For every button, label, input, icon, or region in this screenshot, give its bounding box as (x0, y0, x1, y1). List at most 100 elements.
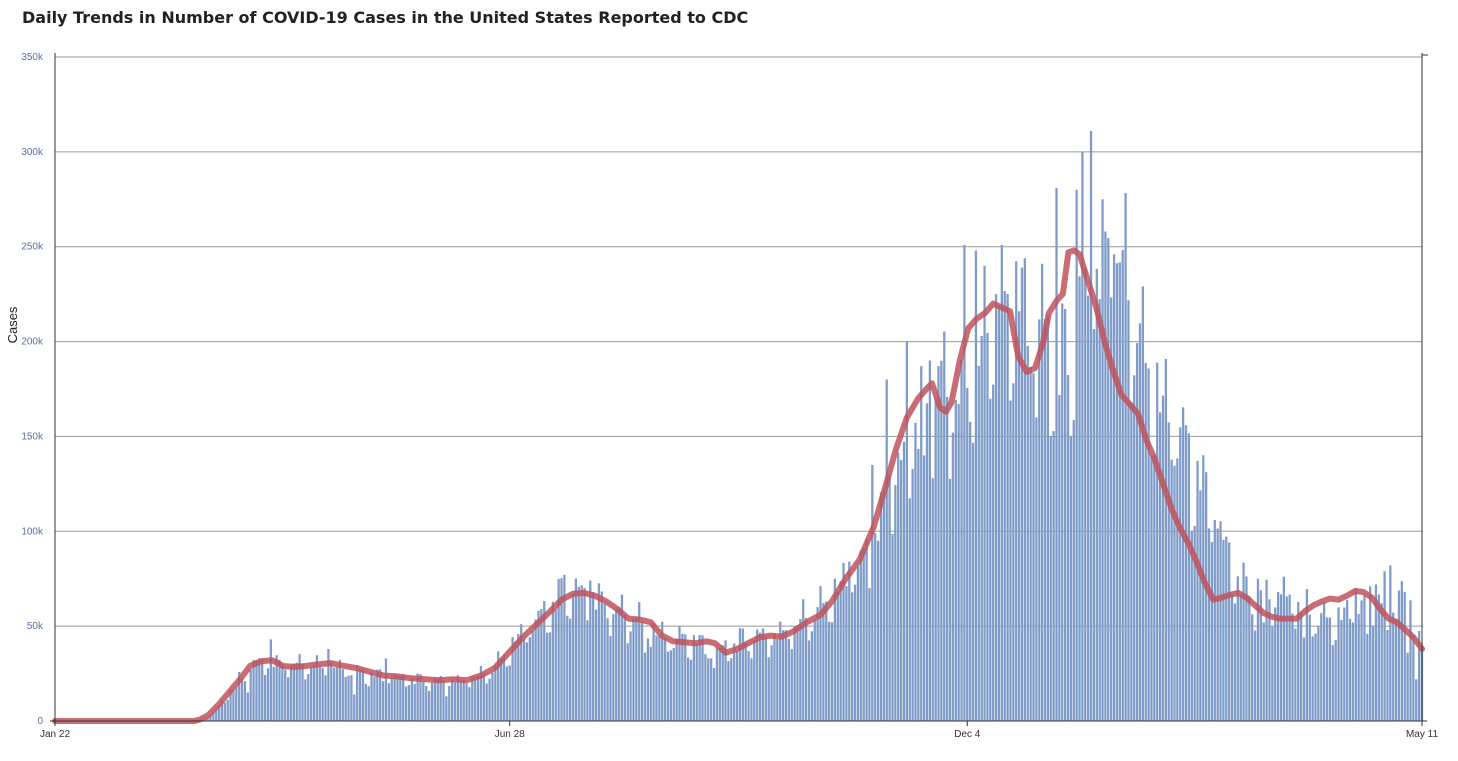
bar (583, 587, 586, 721)
bar (689, 659, 693, 721)
bar (733, 643, 736, 721)
bar (649, 646, 652, 721)
bar (243, 681, 247, 721)
bar (960, 359, 963, 721)
bar (1049, 436, 1052, 721)
bar (1337, 607, 1340, 721)
bar (1371, 625, 1375, 721)
bar (914, 422, 917, 721)
bar (1299, 612, 1303, 721)
chart-title: Daily Trends in Number of COVID-19 Cases… (22, 8, 749, 27)
bar (658, 635, 661, 721)
bar (721, 645, 724, 721)
bar (1107, 238, 1110, 721)
bar (361, 669, 365, 721)
bar (1187, 433, 1191, 721)
bar (240, 679, 244, 721)
bar (1348, 618, 1352, 721)
bar (1294, 628, 1297, 721)
bar (1184, 425, 1188, 721)
axes (50, 53, 1428, 726)
bar (845, 586, 848, 721)
bar (784, 630, 788, 721)
bar (848, 561, 851, 721)
bar (571, 593, 575, 721)
bar (479, 665, 483, 721)
bar (807, 640, 811, 721)
bar (1038, 319, 1041, 721)
bar (295, 662, 298, 721)
bar (525, 642, 529, 721)
bar (802, 599, 805, 721)
bar (594, 609, 598, 721)
bar (1297, 601, 1300, 721)
bar (488, 678, 491, 721)
bar (819, 586, 822, 721)
bar (920, 366, 923, 721)
bar (341, 669, 344, 721)
bar (615, 608, 618, 721)
bar (735, 650, 739, 721)
bar (436, 678, 439, 721)
bar (419, 674, 422, 721)
bar (263, 675, 267, 721)
bar (908, 498, 911, 721)
bar (652, 623, 655, 721)
bar (1193, 526, 1196, 721)
bar (586, 620, 589, 721)
bar (384, 658, 388, 721)
bar (1098, 299, 1101, 721)
bar (1072, 420, 1075, 721)
bar (1118, 262, 1121, 721)
bar (1084, 268, 1087, 721)
bar (321, 667, 324, 721)
bar (387, 683, 390, 721)
bar (1066, 375, 1070, 721)
moving-average-line (52, 247, 1425, 724)
bar (825, 601, 828, 721)
bar (891, 533, 894, 721)
bar (917, 448, 920, 721)
bar (902, 441, 906, 721)
bar (804, 617, 808, 721)
bar (1325, 617, 1329, 721)
bar (1003, 291, 1006, 721)
bar (1236, 576, 1239, 721)
bar (931, 478, 934, 721)
bar (1311, 636, 1314, 721)
bar (1351, 622, 1355, 721)
bar (482, 673, 485, 721)
bar (1199, 490, 1202, 721)
bar (839, 581, 842, 721)
bar (390, 677, 393, 721)
bar (1179, 427, 1182, 721)
bar (922, 455, 926, 721)
bar (327, 648, 330, 721)
x-tick-label: Jun 28 (495, 729, 525, 740)
bar (226, 699, 229, 721)
x-tick-label: Dec 4 (954, 729, 981, 740)
bar (1323, 601, 1326, 721)
bar (459, 680, 462, 721)
bar (1058, 395, 1061, 721)
bar (612, 614, 615, 721)
bar (948, 478, 952, 721)
bar (758, 632, 762, 721)
bar (1026, 345, 1029, 721)
bar (675, 638, 678, 721)
bar (1417, 630, 1421, 721)
bar (954, 399, 957, 721)
bar (1346, 600, 1349, 721)
bar (1233, 603, 1237, 721)
bar (994, 294, 998, 721)
bar (1167, 422, 1170, 721)
bar (1320, 613, 1323, 721)
bar (1064, 309, 1067, 721)
bar (1256, 578, 1260, 721)
bar (1078, 276, 1081, 721)
bar (422, 681, 425, 721)
bar (410, 678, 413, 721)
bar (275, 655, 278, 721)
bar (1190, 531, 1193, 721)
bar (934, 398, 937, 721)
